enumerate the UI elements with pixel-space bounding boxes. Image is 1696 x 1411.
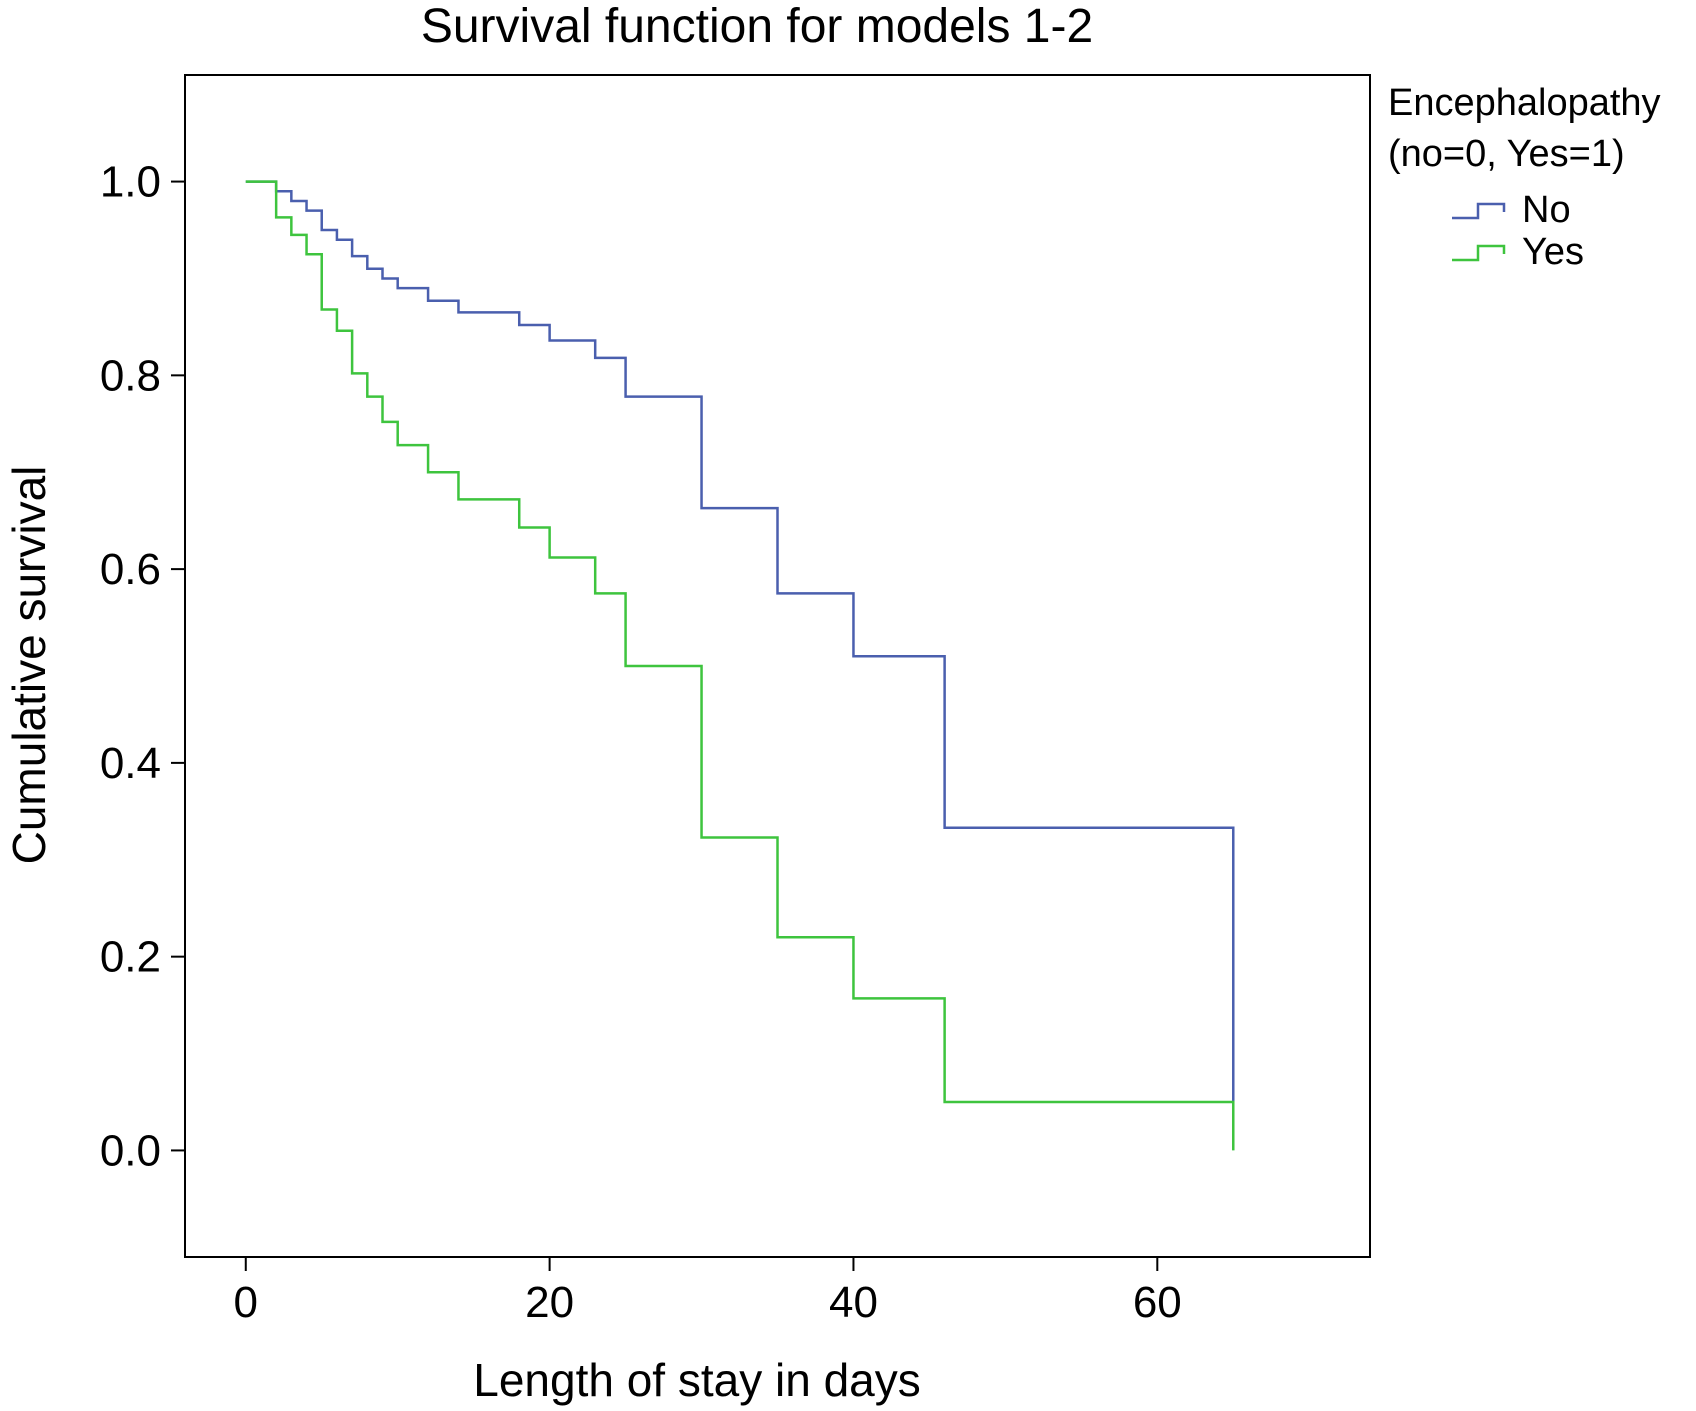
legend-label-no: No [1522, 189, 1571, 231]
y-tick-label: 0.2 [100, 933, 161, 982]
series-layer [245, 180, 1235, 1151]
x-tick-label: 20 [525, 1278, 574, 1327]
y-axis-label: Cumulative survival [3, 466, 55, 865]
x-tick-label: 60 [1133, 1278, 1182, 1327]
y-tick-label: 0.4 [100, 739, 161, 788]
y-tick-label: 1.0 [100, 158, 161, 207]
legend-title-line-2: (no=0, Yes=1) [1388, 133, 1625, 175]
y-tick-label: 0.0 [100, 1126, 161, 1175]
series-line-yes [245, 180, 1235, 1151]
x-tick-label: 0 [234, 1278, 258, 1327]
series-line-no [245, 180, 1235, 1102]
x-axis-label: Length of stay in days [473, 1354, 921, 1406]
x-tick-label: 40 [829, 1278, 878, 1327]
y-tick-label: 0.6 [100, 545, 161, 594]
legend-swatch-no [1452, 202, 1506, 220]
legend-title-line-1: Encephalopathy [1388, 82, 1661, 124]
chart-title: Survival function for models 1-2 [421, 0, 1093, 53]
y-tick-label: 0.8 [100, 351, 161, 400]
x-axis: 0 20 40 60 [234, 1257, 1182, 1327]
y-axis: 0.0 0.2 0.4 0.6 0.8 1.0 [100, 158, 185, 1175]
legend-label-yes: Yes [1522, 231, 1584, 273]
plot-frame [184, 74, 1371, 1258]
legend-swatch-yes [1452, 244, 1506, 262]
